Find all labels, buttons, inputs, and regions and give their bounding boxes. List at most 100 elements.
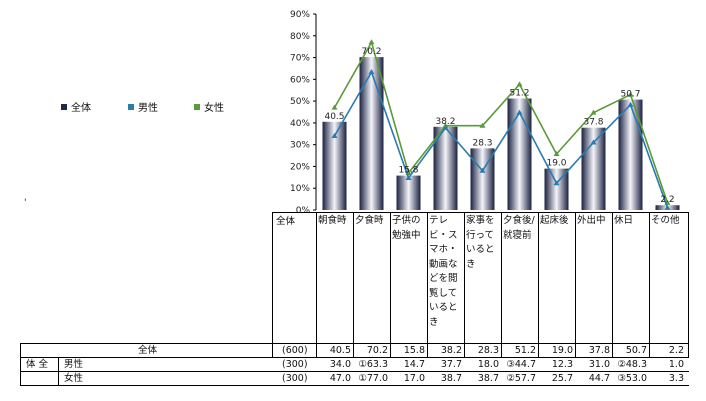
table-cell: 31.0 <box>588 359 610 370</box>
data-label: 38.2 <box>435 117 455 127</box>
table-cell: 37.8 <box>588 345 610 356</box>
table-header-total: 全体 <box>276 216 296 227</box>
legend: 全体 男性 女性 <box>61 101 224 114</box>
series-point <box>479 167 486 173</box>
series-point <box>331 104 338 110</box>
row-group-label: 体 全 <box>26 359 49 370</box>
data-label: 70.2 <box>361 47 381 57</box>
table-cell: 12.3 <box>551 359 573 370</box>
column-header: 夕食後/就寝前 <box>503 215 535 241</box>
table-cell: 38.7 <box>440 373 462 384</box>
series-point <box>553 180 560 186</box>
series-point <box>627 91 634 97</box>
table-cell: 37.7 <box>440 359 462 370</box>
series-point <box>405 174 412 180</box>
legend-label-total: 全体 <box>71 101 91 114</box>
table-cell: 50.7 <box>625 345 647 356</box>
data-label: 15.8 <box>398 166 418 176</box>
table-cell: 44.7 <box>588 373 610 384</box>
table-cell: ①63.3 <box>358 359 388 370</box>
series-point <box>664 204 671 210</box>
column-header: 夕食時 <box>355 215 384 226</box>
bar <box>359 57 384 211</box>
table-cell: 28.3 <box>477 345 499 356</box>
row-n-male: (300) <box>282 359 308 370</box>
series-point <box>590 109 597 115</box>
y-tick-label: 90% <box>290 10 310 20</box>
column-header: 起床後 <box>540 215 569 226</box>
row-label-female: 女性 <box>64 373 84 384</box>
table-cell: 18.0 <box>477 359 499 370</box>
data-label: 28.3 <box>472 138 492 148</box>
table-cell: 3.3 <box>668 373 684 384</box>
table-cell: 14.7 <box>403 359 425 370</box>
series-point <box>516 81 523 87</box>
table-cell: 15.8 <box>403 345 425 356</box>
table-cell: 40.5 <box>329 345 351 356</box>
stray-mark: ' <box>24 198 26 208</box>
legend-swatch-total <box>61 104 67 110</box>
column-header: 休日 <box>614 215 634 226</box>
column-header: テレビ・スマホ・動画などを閲覧しているとき <box>429 215 458 328</box>
table-cell: 70.2 <box>366 345 388 356</box>
column-header: 子供の勉強中 <box>392 215 421 241</box>
bars <box>322 57 680 211</box>
series-point <box>479 122 486 128</box>
bar <box>433 126 458 210</box>
series-point <box>553 151 560 157</box>
row-n-female: (300) <box>282 373 308 384</box>
column-header: 外出中 <box>577 215 606 226</box>
series-point <box>368 69 375 75</box>
y-tick-label: 10% <box>290 184 310 194</box>
y-tick-label: 30% <box>290 141 310 151</box>
y-ticks: 0% 10% 20% 30% 40% 50% 60% 70% 80% 90% <box>290 10 316 216</box>
column-header: その他 <box>651 215 680 226</box>
table-cell: 34.0 <box>329 359 351 370</box>
data-labels: 40.5 70.2 15.8 38.2 28.3 51.2 19.0 37.8 50.7 2.2 <box>324 47 674 205</box>
table-cell: 38.2 <box>440 345 462 356</box>
series-line-female <box>333 40 669 204</box>
y-tick-label: 20% <box>290 162 310 172</box>
series-point <box>590 139 597 145</box>
table-cell: 25.7 <box>551 373 573 384</box>
series-point <box>442 124 449 130</box>
table-cell: 2.2 <box>668 345 684 356</box>
table-cell: ②57.7 <box>506 373 536 384</box>
table-cell: 19.0 <box>551 345 573 356</box>
y-tick-label: 0% <box>296 206 311 216</box>
y-tick-label: 60% <box>290 75 310 85</box>
row-label-male: 男性 <box>64 359 84 370</box>
bar <box>618 99 643 210</box>
legend-label-female: 女性 <box>204 101 224 114</box>
y-tick-label: 50% <box>290 97 310 107</box>
data-label: 50.7 <box>620 90 640 100</box>
series-point <box>331 132 338 138</box>
table-cell: ③44.7 <box>506 359 536 370</box>
series-point <box>627 101 634 107</box>
y-tick-label: 70% <box>290 54 310 64</box>
y-tick-label: 40% <box>290 119 310 129</box>
lines <box>331 39 671 210</box>
row-label-total: 全体 <box>138 345 158 356</box>
table-cell: 51.2 <box>514 345 536 356</box>
data-label: 40.5 <box>324 112 344 122</box>
data-label: 37.8 <box>583 118 603 128</box>
bar <box>507 98 532 210</box>
table-cell: ①77.0 <box>358 373 388 384</box>
legend-swatch-male <box>128 104 134 110</box>
series-point <box>516 109 523 115</box>
table-cell: 1.0 <box>668 359 684 370</box>
y-tick-label: 80% <box>290 32 310 42</box>
row-n-total: (600) <box>282 345 308 356</box>
legend-swatch-female <box>194 104 200 110</box>
table-cell: ②48.3 <box>617 359 647 370</box>
column-header: 朝食時 <box>318 215 347 226</box>
table-cell: ③53.0 <box>617 373 647 384</box>
data-label: 51.2 <box>509 88 529 98</box>
series-point <box>368 39 375 45</box>
table-cell: 17.0 <box>403 373 425 384</box>
data-label: 19.0 <box>546 159 566 169</box>
data-label: 2.2 <box>660 195 674 205</box>
column-header: 家事を行っているとき <box>466 215 495 270</box>
